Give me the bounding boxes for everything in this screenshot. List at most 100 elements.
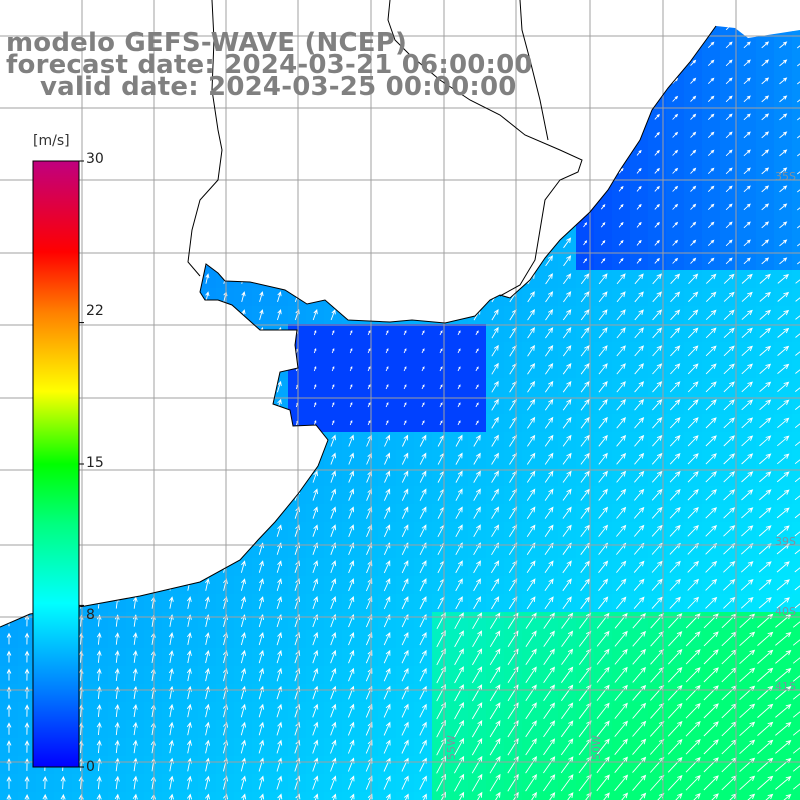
wind-arrow [667, 667, 683, 683]
wind-arrow [42, 793, 48, 800]
wind-arrow [471, 773, 483, 792]
wind-arrow [383, 524, 391, 537]
wind-arrow [403, 402, 407, 408]
sea-cell [378, 792, 397, 800]
wind-arrow [186, 775, 192, 790]
wind-arrow [792, 632, 800, 646]
wind-arrow [491, 452, 499, 465]
wind-arrow [797, 221, 800, 229]
wind-arrow [385, 330, 389, 336]
wind-arrow [705, 471, 717, 483]
wind-arrow [383, 793, 391, 800]
wind-arrow [312, 703, 319, 718]
sea-cell [792, 774, 800, 793]
wind-arrow [633, 596, 645, 609]
wind-arrow [777, 453, 790, 465]
wind-arrow [598, 327, 608, 339]
wind-arrow [618, 185, 624, 192]
wind-arrow [598, 309, 608, 321]
wind-arrow [725, 95, 733, 103]
wind-arrow [792, 704, 800, 718]
wind-arrow [596, 792, 610, 800]
wind-arrow [204, 667, 210, 682]
wind-arrow [654, 203, 660, 210]
wind-arrow [526, 578, 536, 592]
wind-arrow [672, 221, 679, 228]
wind-arrow [330, 775, 337, 790]
wind-arrow [330, 524, 337, 537]
wind-arrow [330, 721, 337, 736]
wind-arrow [114, 632, 120, 645]
wind-arrow [401, 524, 409, 537]
wind-arrow [723, 345, 735, 357]
wind-arrow [707, 95, 715, 103]
colorbar-tick-label: 30 [86, 151, 104, 167]
wind-arrow [740, 561, 754, 573]
wind-arrow [331, 384, 335, 390]
wind-arrow [652, 381, 663, 393]
wind-arrow [741, 291, 753, 302]
wind-arrow [132, 650, 138, 663]
wind-arrow [616, 434, 627, 447]
wind-arrow [739, 631, 756, 647]
wind-arrow [758, 561, 772, 573]
wind-arrow [739, 703, 756, 719]
wind-arrow [797, 167, 800, 175]
wind-arrow [672, 167, 679, 174]
wind-arrow [240, 596, 246, 610]
wind-arrow [741, 471, 754, 483]
wind-arrow [367, 384, 371, 390]
wind-arrow [705, 489, 717, 501]
wind-arrow [560, 720, 574, 738]
colorbar-tick-label: 0 [86, 759, 95, 775]
wind-arrow [383, 649, 391, 664]
wind-arrow [6, 722, 12, 735]
wind-arrow [312, 721, 319, 736]
wind-arrow [367, 402, 371, 408]
wind-arrow [276, 793, 283, 800]
wind-arrow [598, 291, 608, 303]
wind-arrow [741, 363, 753, 375]
wind-arrow [525, 791, 537, 800]
wind-arrow [367, 330, 371, 336]
wind-arrow [489, 684, 501, 702]
wind-arrow [707, 221, 715, 229]
wind-arrow [419, 596, 427, 610]
wind-arrow [561, 666, 574, 683]
wind-arrow [348, 667, 355, 682]
wind-arrow [651, 452, 663, 465]
wind-arrow [580, 560, 590, 573]
wind-arrow [614, 648, 628, 665]
wind-arrow [544, 398, 554, 411]
wind-arrow [472, 630, 483, 648]
title-forecast-date: forecast date: 2024-03-21 06:00:00 [6, 50, 533, 80]
wind-arrow [439, 384, 443, 390]
wind-arrow [758, 525, 772, 537]
wind-arrow [457, 330, 461, 336]
wind-arrow [114, 793, 120, 800]
wind-arrow [667, 738, 683, 755]
wind-arrow [330, 578, 337, 592]
wind-arrow [439, 348, 443, 354]
wind-arrow [723, 596, 736, 609]
wind-arrow [667, 720, 683, 737]
wind-arrow [240, 667, 247, 682]
wind-arrow [759, 435, 772, 447]
wind-arrow [472, 666, 483, 684]
wind-arrow [96, 775, 102, 790]
wind-arrow [186, 632, 192, 645]
wind-arrow [6, 740, 12, 753]
wind-arrow [313, 420, 317, 426]
wind-arrow [489, 630, 501, 648]
wind-arrow [276, 739, 283, 754]
wind-arrow [777, 273, 789, 284]
wind-arrow [690, 77, 697, 84]
wind-arrow [614, 720, 628, 737]
wind-arrow [703, 775, 719, 791]
wind-arrow [687, 399, 699, 411]
sea-cell [792, 90, 800, 109]
wind-arrow [759, 273, 771, 284]
wind-arrow [455, 596, 463, 610]
